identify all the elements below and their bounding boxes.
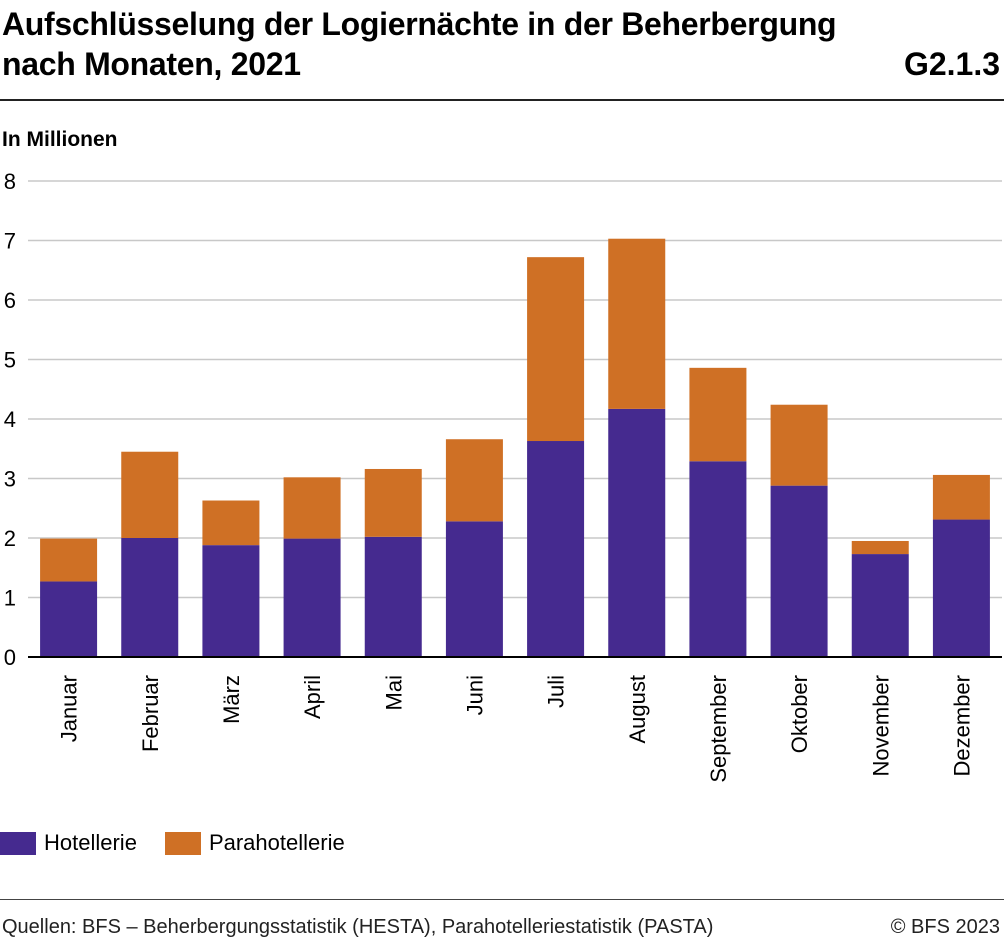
source-note: Quellen: BFS – Beherbergungsstatistik (H… bbox=[2, 916, 714, 938]
y-tick-label-7: 7 bbox=[4, 229, 16, 254]
bar-parahotellerie-6 bbox=[527, 257, 585, 442]
y-tick-label-1: 1 bbox=[4, 586, 16, 611]
bar-hotellerie-0 bbox=[40, 581, 98, 657]
bar-hotellerie-2 bbox=[202, 545, 260, 657]
y-tick-label-0: 0 bbox=[4, 645, 16, 670]
x-tick-label-3: April bbox=[300, 675, 325, 719]
legend: Hotellerie Parahotellerie bbox=[0, 830, 373, 856]
x-tick-label-2: März bbox=[219, 675, 244, 724]
x-tick-label-11: Dezember bbox=[949, 675, 974, 776]
bar-hotellerie-10 bbox=[851, 554, 909, 657]
bar-parahotellerie-3 bbox=[283, 477, 341, 539]
x-tick-label-4: Mai bbox=[381, 675, 406, 710]
x-tick-label-5: Juni bbox=[462, 675, 487, 715]
chart-title: Aufschlüsselung der Logiernächte in der … bbox=[2, 4, 862, 84]
x-tick-label-1: Februar bbox=[138, 675, 163, 752]
chart-title-line-2: nach Monaten, 2021 bbox=[2, 46, 301, 82]
x-tick-label-0: Januar bbox=[57, 675, 82, 742]
y-tick-label-3: 3 bbox=[4, 467, 16, 492]
copyright-note: © BFS 2023 bbox=[890, 916, 1000, 938]
bar-hotellerie-5 bbox=[445, 521, 503, 657]
bar-parahotellerie-2 bbox=[202, 500, 260, 546]
stacked-bar-chart: 0 1 2 3 4 5 6 7 8 Januar Februar März April Mai Juni Ju… bbox=[4, 169, 1002, 783]
bar-hotellerie-9 bbox=[770, 485, 828, 657]
x-tick-label-7: August bbox=[625, 675, 650, 744]
x-tick-label-9: Oktober bbox=[787, 675, 812, 753]
header-divider bbox=[0, 99, 1004, 101]
y-tick-label-5: 5 bbox=[4, 348, 16, 373]
legend-item-parahotellerie: Parahotellerie bbox=[164, 830, 345, 856]
bar-parahotellerie-8 bbox=[689, 367, 747, 462]
legend-swatch-parahotellerie bbox=[164, 831, 201, 855]
y-tick-label-8: 8 bbox=[4, 169, 16, 194]
legend-label-hotellerie: Hotellerie bbox=[44, 830, 137, 855]
bar-parahotellerie-0 bbox=[40, 538, 98, 582]
x-tick-label-10: November bbox=[868, 675, 893, 776]
bar-parahotellerie-7 bbox=[608, 238, 666, 409]
bar-parahotellerie-11 bbox=[932, 474, 990, 520]
bar-parahotellerie-4 bbox=[364, 468, 422, 537]
bar-parahotellerie-1 bbox=[121, 451, 179, 538]
bar-parahotellerie-5 bbox=[445, 439, 503, 522]
bar-hotellerie-7 bbox=[608, 408, 666, 657]
bar-hotellerie-8 bbox=[689, 461, 747, 657]
y-tick-label-4: 4 bbox=[4, 407, 16, 432]
y-axis-unit-label: In Millionen bbox=[2, 128, 118, 151]
x-tick-label-8: September bbox=[706, 675, 731, 783]
footer-divider bbox=[0, 899, 1004, 900]
legend-item-hotellerie: Hotellerie bbox=[0, 830, 137, 856]
bar-parahotellerie-9 bbox=[770, 404, 828, 486]
legend-label-parahotellerie: Parahotellerie bbox=[208, 830, 345, 855]
y-tick-label-6: 6 bbox=[4, 288, 16, 313]
chart-title-line-1: Aufschlüsselung der Logiernächte in der … bbox=[2, 6, 837, 42]
bar-hotellerie-3 bbox=[283, 538, 341, 657]
legend-swatch-hotellerie bbox=[0, 831, 36, 855]
bar-hotellerie-11 bbox=[932, 519, 990, 657]
bar-hotellerie-6 bbox=[527, 441, 585, 657]
x-tick-label-6: Juli bbox=[544, 675, 569, 708]
bar-hotellerie-1 bbox=[121, 538, 179, 657]
bar-parahotellerie-10 bbox=[851, 540, 909, 555]
chart-id: G2.1.3 bbox=[903, 46, 1000, 82]
y-tick-label-2: 2 bbox=[4, 526, 16, 551]
bar-hotellerie-4 bbox=[364, 536, 422, 657]
